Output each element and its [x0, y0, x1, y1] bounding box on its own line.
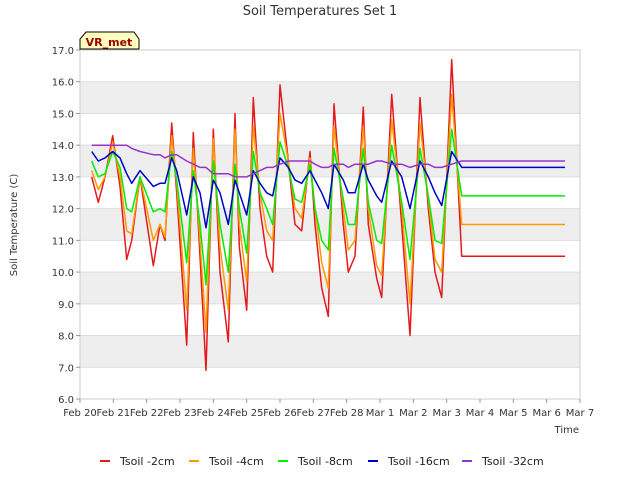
y-tick-label: 6.0	[58, 395, 74, 406]
y-tick-label: 13.0	[52, 173, 74, 184]
x-tick-label: Feb 26	[263, 408, 297, 419]
x-tick-label: Mar 7	[566, 408, 594, 419]
x-tick-label: Mar 4	[466, 408, 494, 419]
x-axis-label: Time	[554, 425, 579, 436]
y-tick-label: 9.0	[58, 300, 74, 311]
legend-item: Tsoil -32cm	[462, 455, 544, 468]
legend-label: Tsoil -2cm	[119, 455, 175, 468]
x-tick-label: Mar 5	[499, 408, 527, 419]
x-axis-ticks: Feb 20 Feb 21 Feb 22 Feb 23 Feb 24 Feb 25 Feb …	[63, 399, 594, 419]
series-layer	[90, 58, 565, 372]
x-tick-label: Feb 21	[97, 408, 131, 419]
x-tick-label: Feb 20	[63, 408, 97, 419]
series-line-3	[91, 128, 565, 286]
x-tick-label: Feb 22	[130, 408, 164, 419]
legend-label: Tsoil -32cm	[481, 455, 544, 468]
x-tick-label: Mar 6	[532, 408, 560, 419]
grid-bands	[80, 81, 580, 368]
y-tick-label: 12.0	[52, 205, 74, 216]
x-tick-label: Mar 3	[432, 408, 460, 419]
legend: Tsoil -2cm Tsoil -4cm Tsoil -8cm Tsoil -16c…	[100, 455, 544, 468]
series-line-4	[91, 150, 565, 229]
x-tick-label: Feb 27	[297, 408, 331, 419]
plot-frame	[79, 49, 581, 400]
y-tick-label: 16.0	[52, 78, 74, 89]
legend-label: Tsoil -4cm	[208, 455, 264, 468]
y-tick-label: 14.0	[52, 141, 74, 152]
station-badge: VR_met	[79, 31, 140, 50]
grid-band	[80, 81, 580, 114]
legend-item: Tsoil -8cm	[278, 455, 353, 468]
legend-label: Tsoil -16cm	[387, 455, 450, 468]
legend-item: Tsoil -2cm	[100, 455, 175, 468]
x-tick-label: Feb 28	[330, 408, 364, 419]
legend-item: Tsoil -16cm	[368, 455, 450, 468]
y-axis-label: Soil Temperature (C)	[9, 174, 20, 277]
badge-text: VR_met	[86, 36, 133, 49]
y-axis-ticks: 6.0 7.0 8.0 9.0 10.0 11.0 12.0 13.0 14.0 15.0 16.0…	[52, 46, 80, 406]
chart-title: Soil Temperatures Set 1	[243, 4, 398, 19]
x-tick-label: Feb 25	[230, 408, 264, 419]
y-tick-label: 7.0	[58, 363, 74, 374]
y-tick-label: 8.0	[58, 332, 74, 343]
x-tick-label: Mar 1	[366, 408, 394, 419]
badge-shape	[79, 31, 140, 50]
x-tick-label: Feb 24	[197, 408, 231, 419]
y-tick-label: 15.0	[52, 109, 74, 120]
grid-band	[80, 335, 580, 368]
x-tick-label: Feb 23	[163, 408, 197, 419]
legend-item: Tsoil -4cm	[189, 455, 264, 468]
series-line-5	[91, 144, 565, 178]
y-tick-label: 10.0	[52, 268, 74, 279]
legend-label: Tsoil -8cm	[297, 455, 353, 468]
x-tick-label: Mar 2	[399, 408, 427, 419]
y-tick-label: 17.0	[52, 46, 74, 57]
y-tick-label: 11.0	[52, 236, 74, 247]
